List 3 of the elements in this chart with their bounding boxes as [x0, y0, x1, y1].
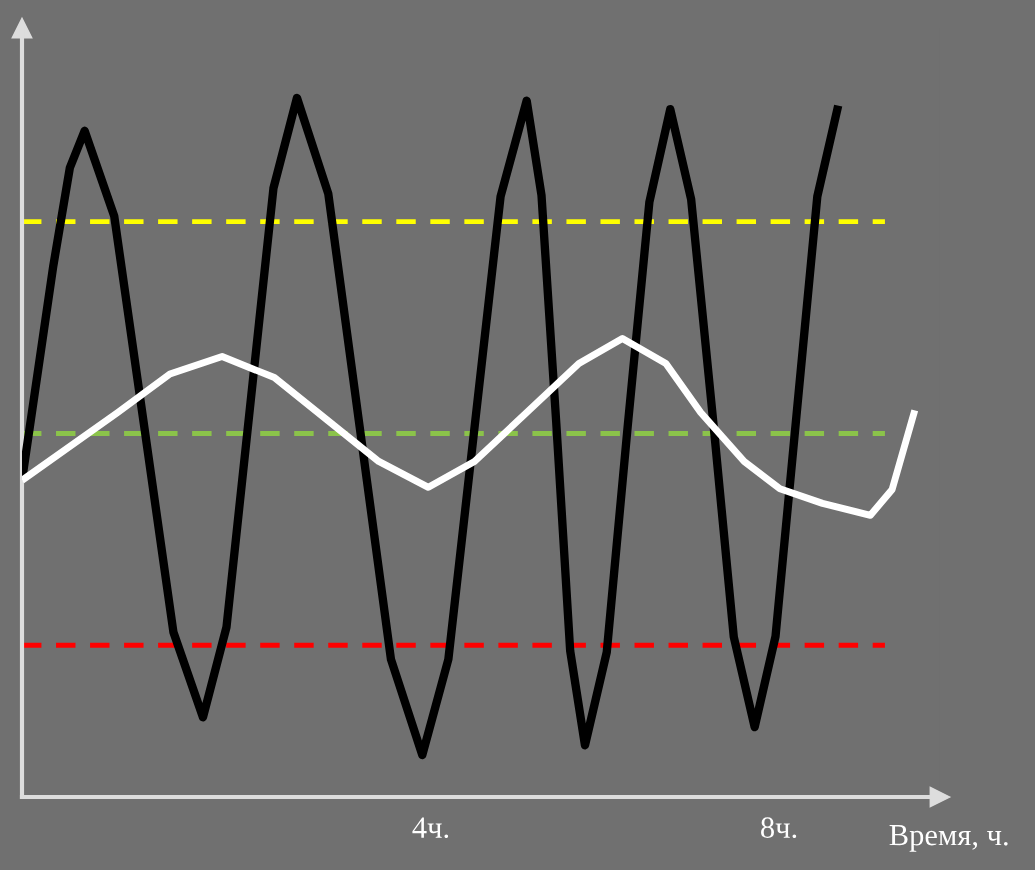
- x-axis-title: Время, ч.: [889, 825, 1008, 852]
- x-tick-label: 8ч.: [761, 817, 797, 839]
- x-tick-label: 4ч.: [412, 817, 449, 839]
